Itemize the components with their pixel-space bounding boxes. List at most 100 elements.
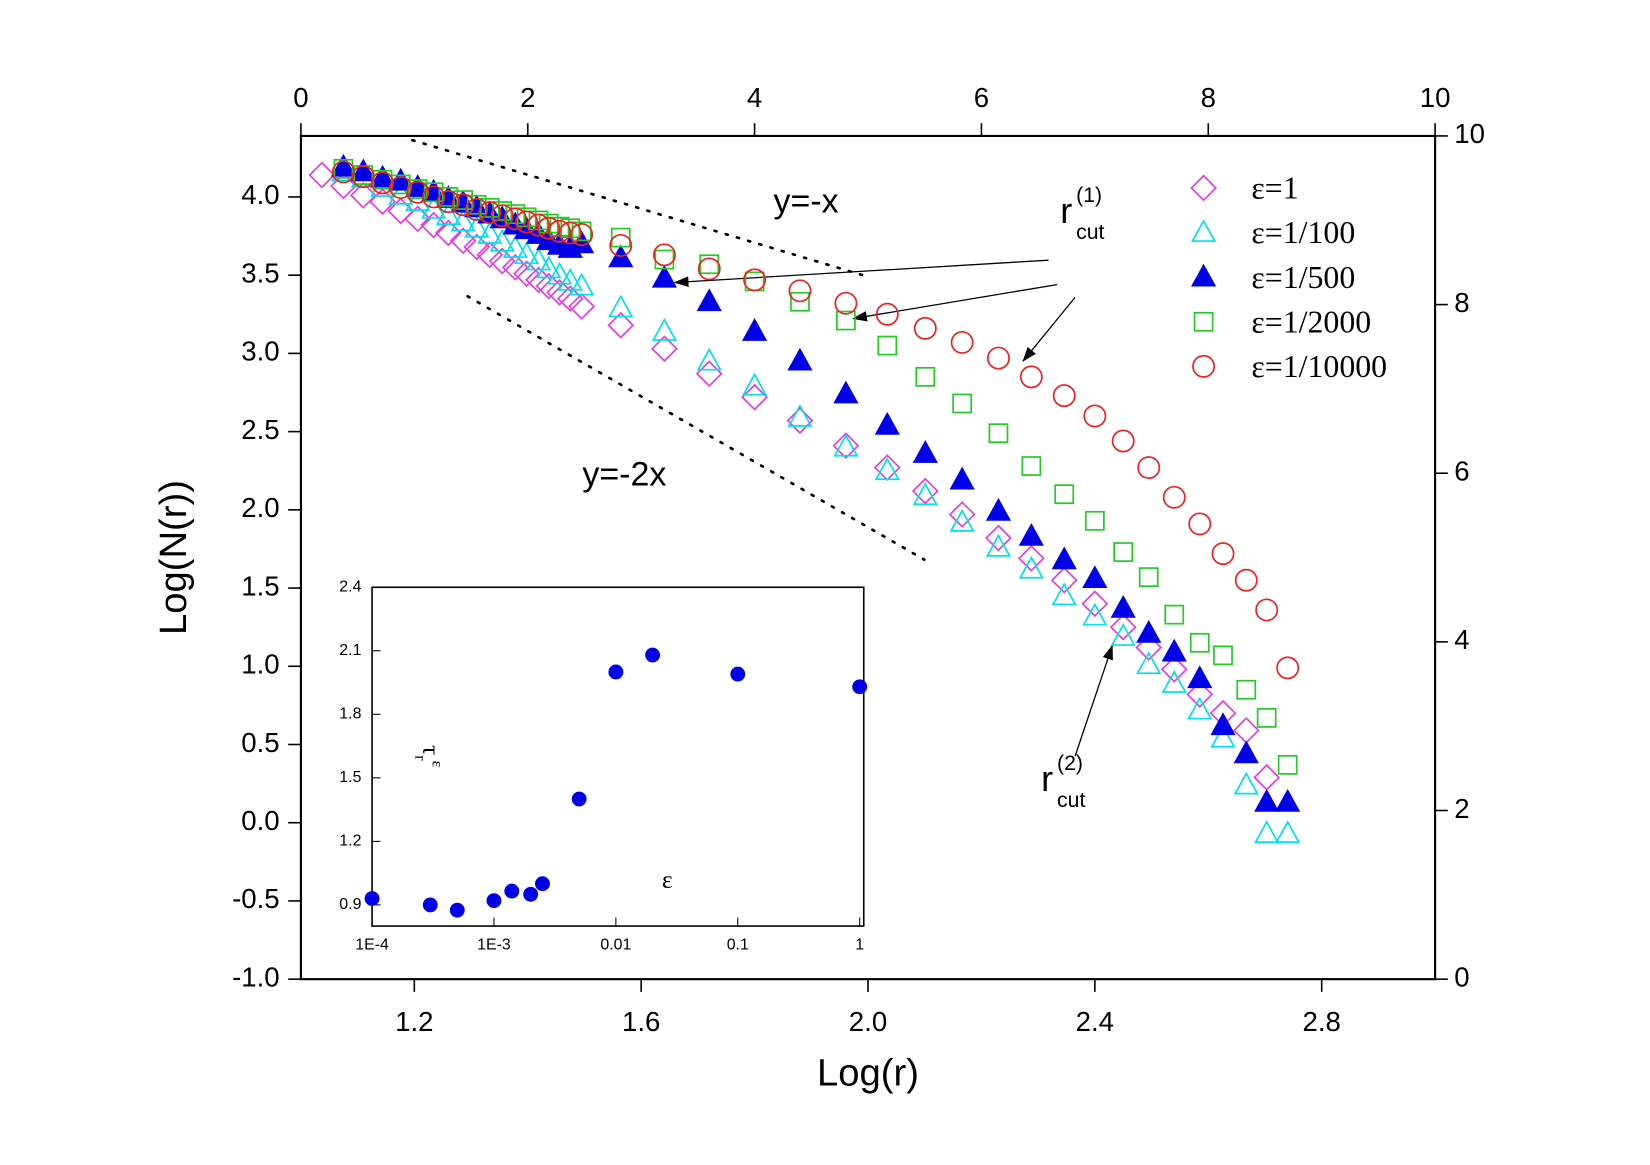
data-point — [834, 291, 858, 315]
legend-label: ε=1/500 — [1251, 260, 1355, 295]
data-point — [1189, 632, 1210, 653]
data-point — [548, 219, 571, 243]
data-point — [790, 291, 810, 312]
data-point — [651, 335, 678, 363]
y2-tick-label: 0 — [1454, 961, 1469, 992]
data-point — [1210, 712, 1236, 736]
data-point — [1083, 404, 1107, 428]
annotation-sub: cut — [1076, 221, 1104, 244]
data-point — [741, 372, 768, 396]
data-point — [697, 257, 721, 281]
reference-line — [411, 138, 868, 278]
legend-marker — [1192, 354, 1216, 378]
legend-marker — [1191, 219, 1217, 242]
data-point — [950, 330, 974, 354]
data-point — [570, 223, 594, 246]
annotation: r (2) cut — [1041, 752, 1085, 812]
annotation: r (1) cut — [1060, 184, 1104, 244]
data-point — [435, 202, 461, 226]
inset-y-tick-label: 1.5 — [339, 769, 361, 786]
annotation-sub: cut — [1057, 789, 1085, 812]
data-point — [607, 311, 635, 339]
data-point — [651, 318, 678, 341]
x-tick-label: 1.6 — [622, 1006, 660, 1037]
arrow — [852, 283, 1058, 322]
data-point — [537, 216, 561, 240]
data-point — [1253, 763, 1281, 791]
inset-point — [486, 893, 502, 909]
data-point — [1050, 566, 1078, 594]
legend-marker — [1193, 311, 1214, 332]
data-point — [1254, 788, 1280, 812]
data-point — [874, 457, 900, 481]
data-point — [1232, 716, 1260, 744]
y-tick-label: 2.0 — [241, 492, 279, 523]
data-point — [787, 347, 813, 371]
annotation-base: r — [1041, 758, 1053, 799]
data-point — [1234, 568, 1258, 592]
data-point — [422, 185, 446, 209]
data-point — [1017, 544, 1045, 572]
annotation-base: r — [1060, 190, 1072, 231]
x-tick-label: 2.4 — [1076, 1006, 1114, 1037]
data-point — [985, 524, 1012, 552]
data-point — [833, 433, 859, 457]
data-point — [985, 533, 1012, 557]
data-point — [503, 207, 527, 231]
data-point — [1110, 594, 1136, 618]
inset-y-tick-label: 1.2 — [339, 833, 361, 850]
data-point — [787, 404, 813, 427]
data-point — [1162, 485, 1186, 509]
data-point — [464, 214, 490, 238]
data-point — [514, 241, 540, 265]
inset-point — [535, 876, 550, 892]
inset-point — [449, 902, 465, 918]
inset-y-tick-label: 2.4 — [339, 578, 361, 595]
data-point — [1256, 708, 1277, 728]
y2-tick-label: 6 — [1454, 456, 1469, 487]
x2-tick-label: 6 — [974, 82, 989, 113]
data-point — [1211, 542, 1235, 566]
data-point — [371, 171, 395, 195]
data-point — [912, 440, 938, 463]
data-point — [1255, 598, 1279, 622]
data-point — [1082, 565, 1108, 589]
data-point — [1018, 555, 1044, 579]
y-axis-label: Log(N(r)) — [152, 480, 195, 635]
data-point — [1187, 696, 1213, 720]
data-point — [330, 153, 357, 177]
data-point — [651, 264, 678, 288]
data-point — [568, 293, 596, 320]
data-point — [546, 261, 573, 285]
x2-tick-label: 4 — [747, 82, 762, 113]
data-point — [388, 167, 414, 191]
y2-tick-label: 8 — [1454, 287, 1469, 318]
y2-tick-label: 4 — [1454, 624, 1469, 655]
x-tick-label: 1.2 — [395, 1006, 433, 1037]
data-point — [1018, 522, 1044, 546]
x-tick-label: 2.8 — [1302, 1006, 1340, 1037]
data-point — [525, 247, 552, 271]
data-point — [741, 318, 768, 341]
data-point — [911, 477, 939, 505]
data-point — [786, 407, 814, 435]
data-point — [490, 204, 514, 228]
data-point — [1186, 681, 1214, 708]
data-point — [1084, 510, 1105, 531]
legend-marker — [1190, 174, 1218, 202]
data-point — [696, 347, 722, 371]
data-point — [349, 181, 377, 209]
data-point — [833, 380, 859, 404]
data-point — [1052, 384, 1076, 408]
inset-y-label-base: τ — [417, 745, 446, 755]
y-tick-label: 0.5 — [241, 727, 279, 758]
data-point — [949, 508, 975, 532]
data-point — [1021, 456, 1042, 476]
data-point — [1137, 456, 1161, 480]
data-point — [501, 253, 529, 281]
data-point — [558, 221, 582, 245]
data-point — [1210, 724, 1236, 748]
data-point — [1233, 771, 1259, 795]
inset-point — [504, 883, 520, 899]
data-point — [1136, 651, 1162, 675]
